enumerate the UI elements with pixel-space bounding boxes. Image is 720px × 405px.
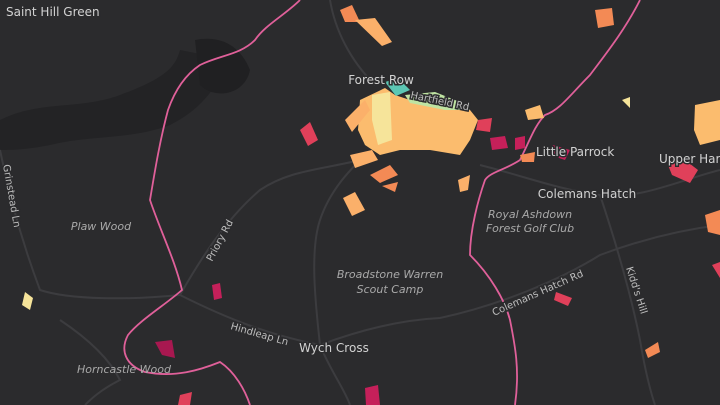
- boundary: [123, 0, 641, 405]
- place-label: Little Parrock: [536, 145, 614, 159]
- parcels: [22, 5, 720, 405]
- area-label: Scout Camp: [357, 283, 424, 296]
- place-label: Colemans Hatch: [538, 187, 636, 201]
- place-label: Wych Cross: [299, 341, 369, 355]
- area-label: Broadstone Warren: [337, 268, 443, 281]
- woodland: [0, 50, 230, 150]
- area-label: Forest Golf Club: [486, 222, 574, 235]
- place-label: Upper Har: [659, 152, 720, 166]
- place-label: Forest Row: [348, 73, 414, 87]
- place-label: Saint Hill Green: [6, 5, 100, 19]
- area-label: Horncastle Wood: [77, 363, 172, 376]
- area-label: Royal Ashdown: [488, 208, 572, 221]
- area-label: Plaw Wood: [71, 220, 132, 233]
